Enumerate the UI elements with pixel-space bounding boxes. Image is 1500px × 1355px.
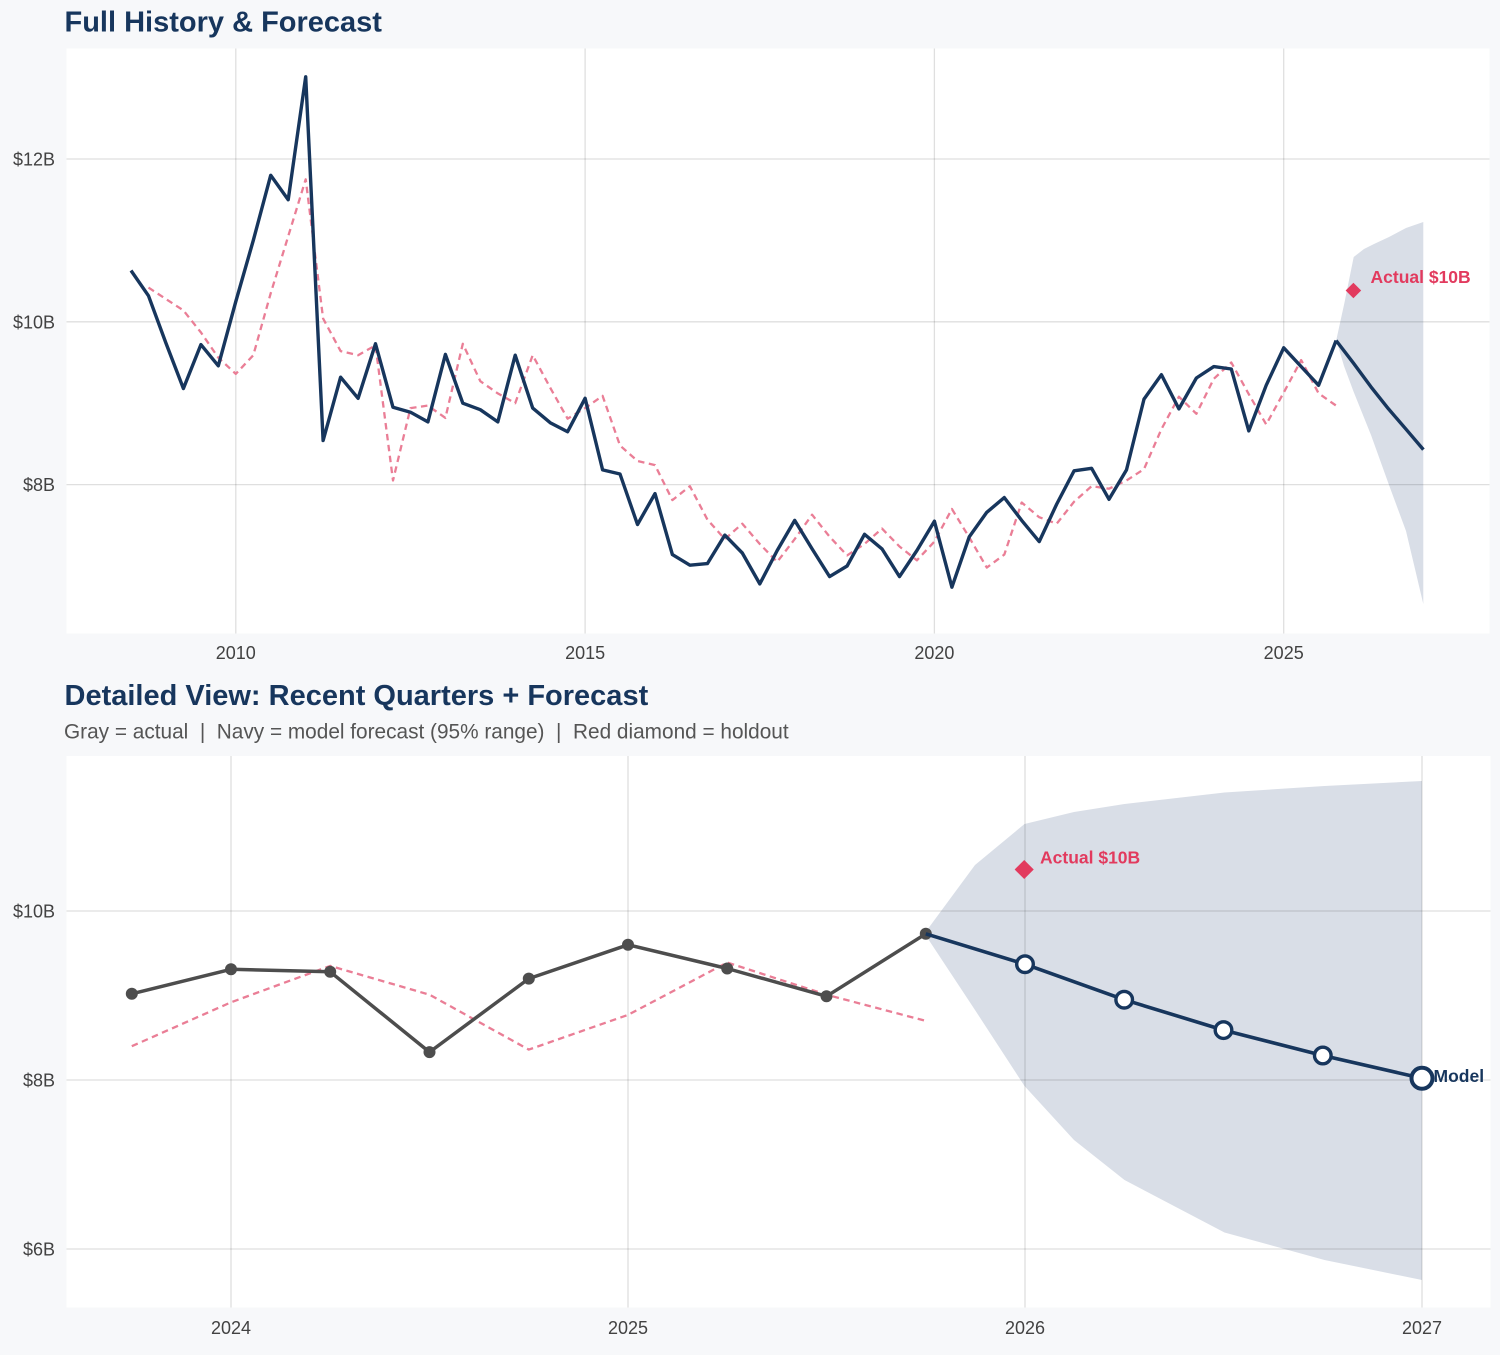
svg-text:Model: Model (1434, 1066, 1485, 1086)
svg-text:Full History & Forecast: Full History & Forecast (65, 7, 383, 39)
svg-text:Actual $10B: Actual $10B (1371, 267, 1471, 287)
svg-text:$12B: $12B (13, 150, 55, 170)
svg-text:Actual $10B: Actual $10B (1040, 848, 1140, 868)
svg-text:$10B: $10B (13, 312, 55, 332)
svg-text:2026: 2026 (1005, 1318, 1045, 1338)
svg-text:Gray = actual | Navy = model: Gray = actual | Navy = model forecast (9… (64, 721, 789, 744)
svg-text:$6B: $6B (23, 1240, 55, 1260)
svg-text:2015: 2015 (565, 643, 605, 663)
svg-text:2010: 2010 (216, 643, 256, 663)
svg-text:2025: 2025 (1264, 643, 1304, 663)
svg-text:2024: 2024 (211, 1318, 251, 1338)
svg-text:2025: 2025 (608, 1318, 648, 1338)
svg-text:2027: 2027 (1402, 1318, 1442, 1338)
svg-text:2020: 2020 (914, 643, 954, 663)
svg-text:Detailed View: Recent Quarters: Detailed View: Recent Quarters + Forecas… (65, 680, 649, 712)
svg-text:$10B: $10B (13, 902, 55, 922)
svg-text:$8B: $8B (23, 1071, 55, 1091)
svg-text:$8B: $8B (23, 475, 55, 495)
